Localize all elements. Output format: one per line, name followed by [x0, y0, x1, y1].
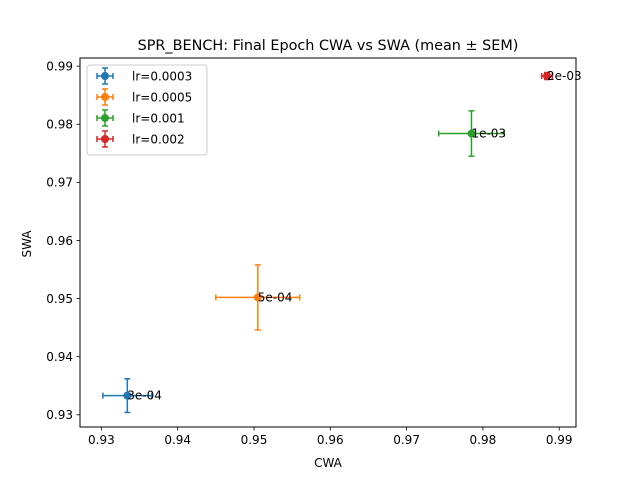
legend-marker [101, 114, 109, 122]
x-axis-label: CWA [314, 456, 343, 470]
axis-ticks: 0.93 0.94 0.95 0.96 0.97 0.98 0.99 0.93 0.94 0.95… [46, 59, 572, 447]
y-axis-label: SWA [20, 230, 34, 258]
point-annotation: 3e-04 [127, 389, 162, 403]
chart-title: SPR_BENCH: Final Epoch CWA vs SWA (mean … [138, 38, 519, 54]
data-points [123, 72, 552, 400]
legend-marker [101, 135, 109, 143]
x-tick-label: 0.97 [393, 433, 420, 447]
y-tick-label: 0.96 [46, 234, 73, 248]
x-tick-label: 0.93 [88, 433, 115, 447]
legend-box [86, 64, 208, 156]
y-tick-label: 0.93 [46, 408, 73, 422]
y-tick-label: 0.99 [46, 59, 73, 73]
x-tick-label: 0.94 [164, 433, 191, 447]
legend-marker [101, 93, 109, 101]
plot-area-frame [79, 57, 577, 428]
legend-label: lr=0.001 [132, 112, 185, 126]
point-annotation: 5e-04 [258, 290, 293, 304]
data-point [467, 129, 476, 138]
x-tick-label: 0.98 [470, 433, 497, 447]
legend-label: lr=0.002 [132, 133, 185, 147]
y-tick-label: 0.97 [46, 176, 73, 190]
data-point [253, 293, 262, 302]
x-tick-label: 0.95 [241, 433, 268, 447]
legend-label: lr=0.0003 [132, 70, 192, 84]
x-tick-label: 0.96 [317, 433, 344, 447]
legend: lr=0.0003 lr=0.0005 lr=0.001 lr=0.002 [86, 64, 208, 156]
point-annotation: 1e-03 [471, 127, 506, 141]
y-tick-label: 0.95 [46, 292, 73, 306]
y-tick-label: 0.94 [46, 350, 73, 364]
y-tick-label: 0.98 [46, 118, 73, 132]
data-point [123, 391, 132, 400]
legend-marker [101, 72, 109, 80]
data-point [543, 72, 552, 81]
point-annotations: 3e-04 5e-04 1e-03 2e-03 [127, 69, 581, 403]
point-annotation: 2e-03 [547, 69, 582, 83]
legend-label: lr=0.0005 [132, 91, 192, 105]
x-tick-label: 0.99 [546, 433, 573, 447]
